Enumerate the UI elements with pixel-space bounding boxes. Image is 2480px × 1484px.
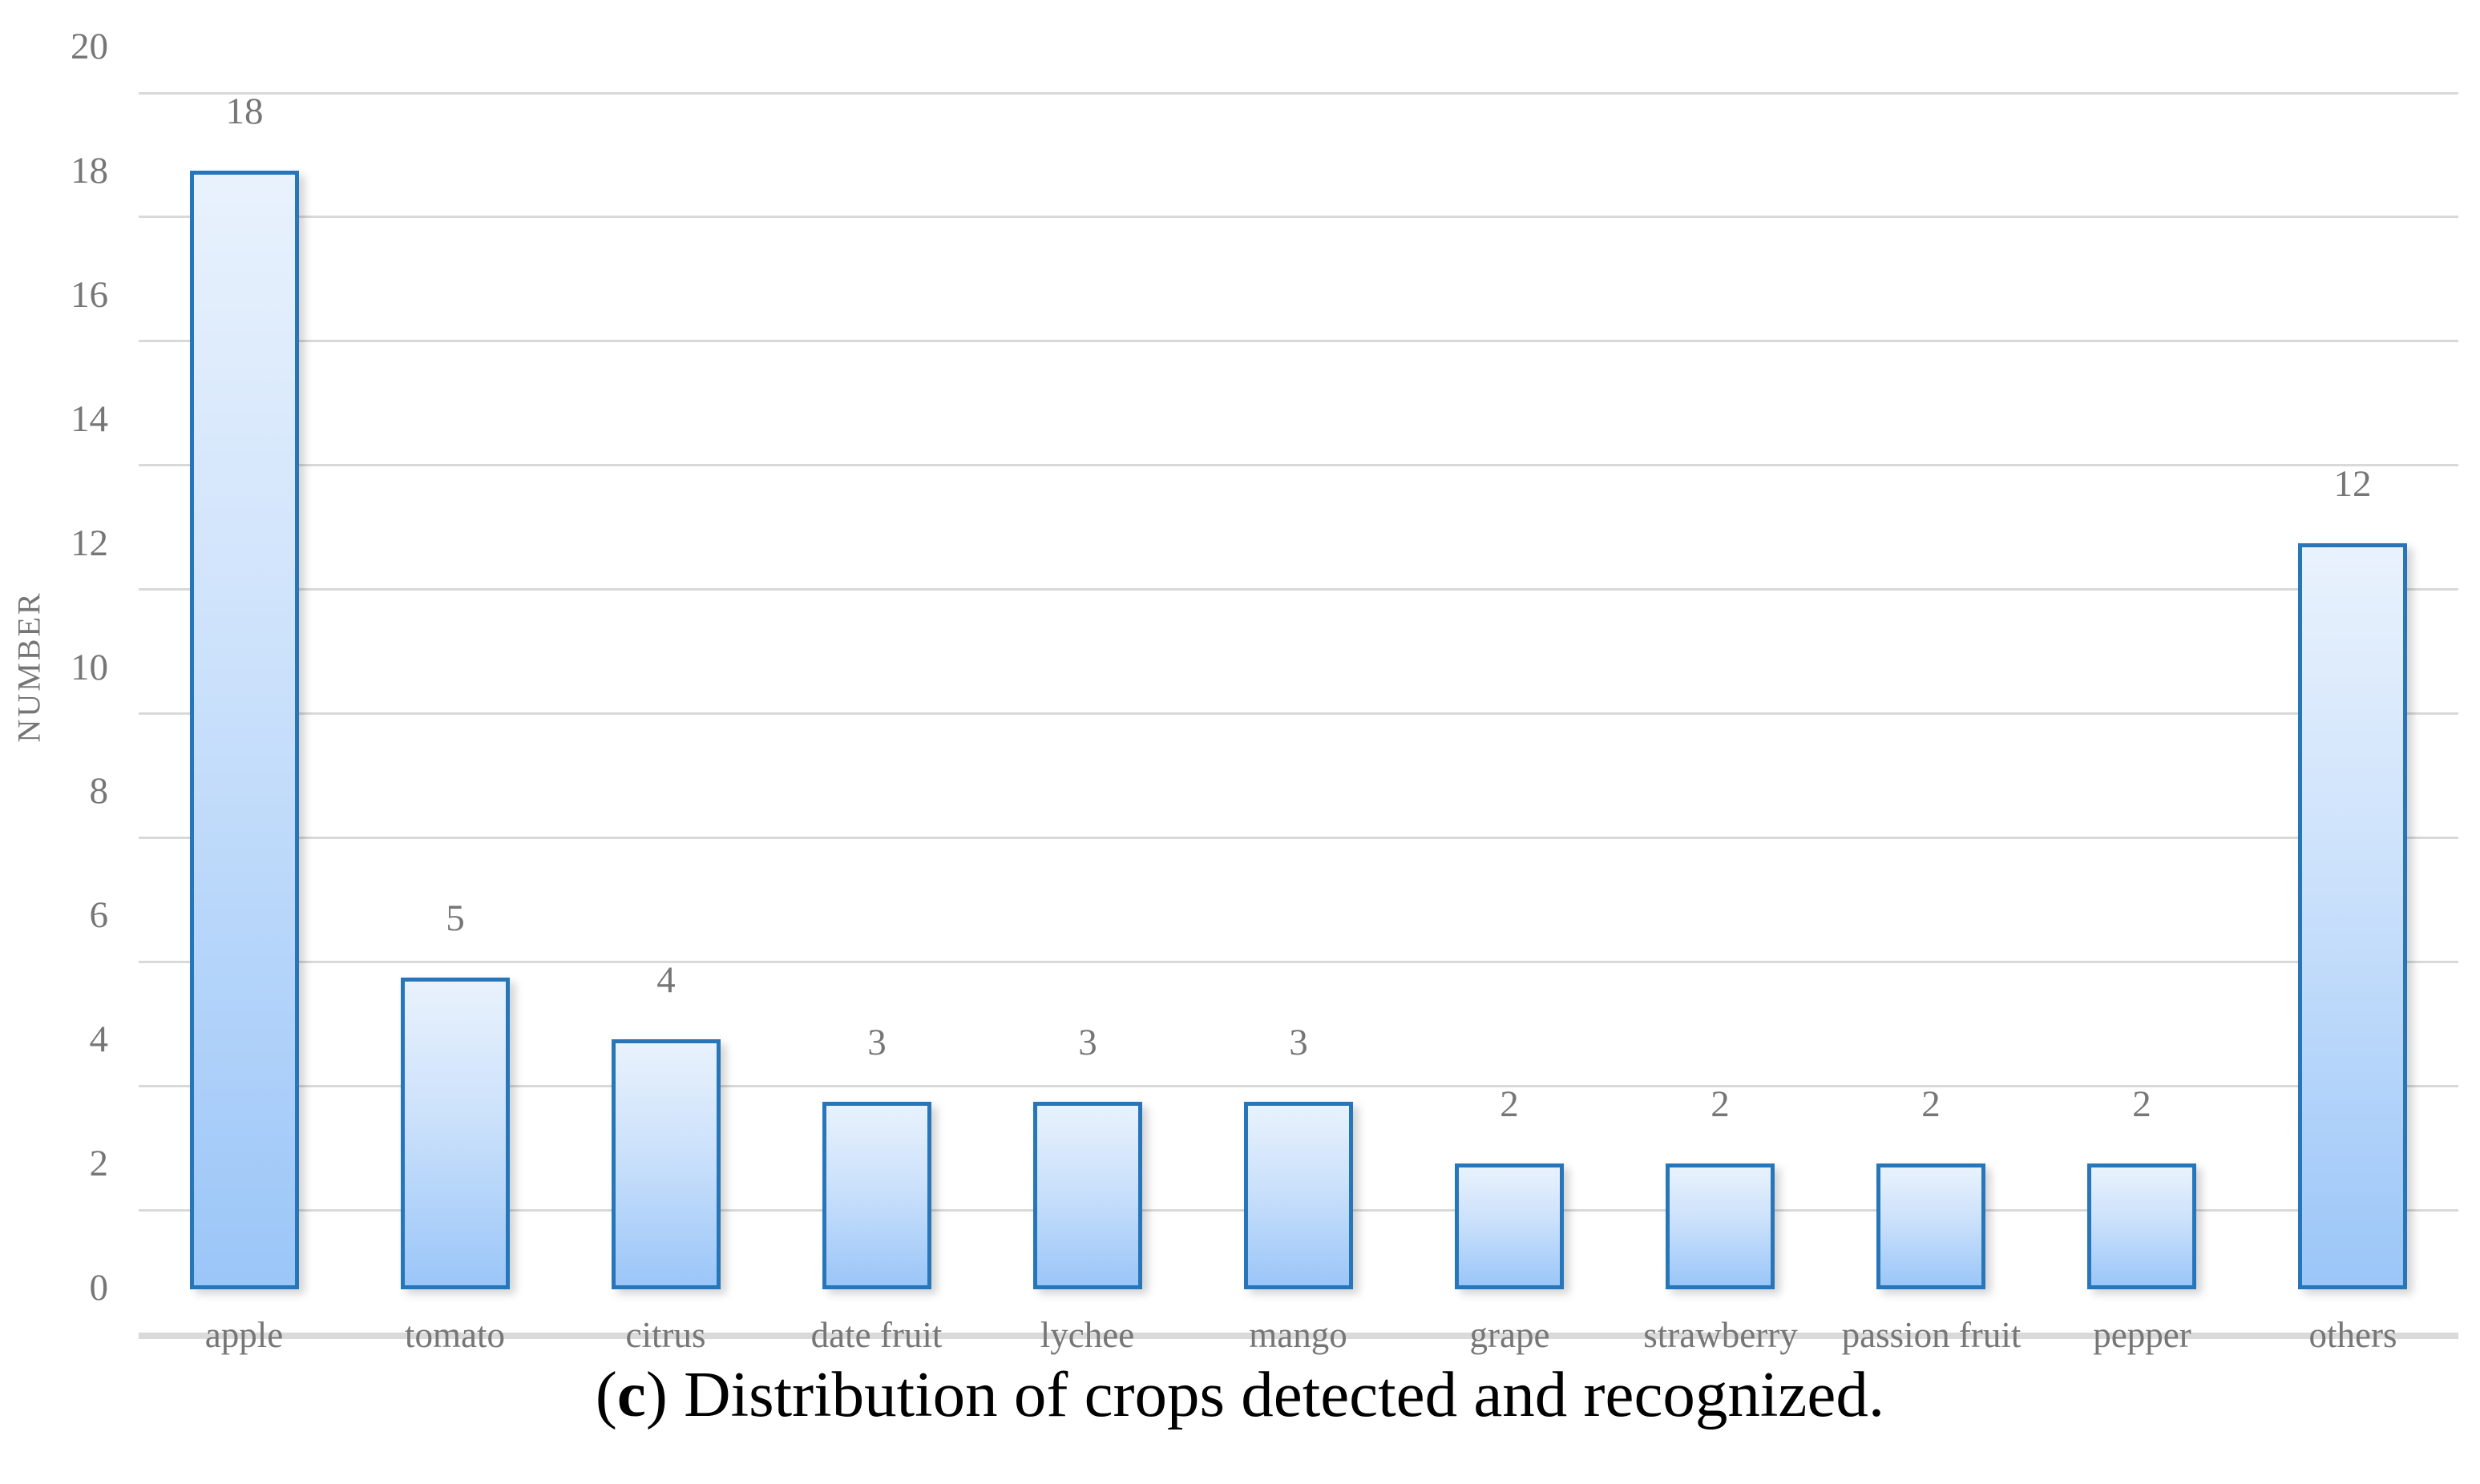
plot-area bbox=[139, 46, 2458, 1339]
bar-value-label: 3 bbox=[867, 1022, 887, 1063]
bar-mango bbox=[1244, 1102, 1353, 1289]
gridline bbox=[139, 961, 2458, 963]
y-tick-label: 6 bbox=[89, 894, 109, 936]
bar-value-label: 2 bbox=[1500, 1083, 1519, 1125]
x-tick-label-tomato: tomato bbox=[405, 1315, 505, 1355]
bar-passion-fruit bbox=[1876, 1163, 1985, 1289]
bar-value-label: 2 bbox=[1921, 1083, 1941, 1125]
bar-pepper bbox=[2087, 1163, 2196, 1289]
gridline bbox=[139, 712, 2458, 715]
x-tick-label-citrus: citrus bbox=[625, 1315, 706, 1355]
bar-strawberry bbox=[1666, 1163, 1775, 1289]
bar-value-label: 3 bbox=[1078, 1022, 1097, 1063]
bar-tomato bbox=[401, 978, 510, 1289]
gridline bbox=[139, 216, 2458, 218]
bar-value-label: 2 bbox=[1711, 1083, 1730, 1125]
bar-citrus bbox=[612, 1039, 721, 1289]
bar-value-label: 3 bbox=[1289, 1022, 1308, 1063]
gridline bbox=[139, 1085, 2458, 1087]
x-tick-label-grape: grape bbox=[1469, 1315, 1550, 1355]
bar-value-label: 2 bbox=[2132, 1083, 2151, 1125]
bar-others bbox=[2298, 543, 2407, 1289]
x-tick-label-others: others bbox=[2308, 1315, 2397, 1355]
y-tick-label: 12 bbox=[71, 522, 108, 564]
caption-text: ) Distribution of crops detected and rec… bbox=[645, 1358, 1885, 1430]
y-tick-label: 0 bbox=[89, 1267, 109, 1309]
y-tick-label: 20 bbox=[71, 26, 108, 67]
y-tick-label: 8 bbox=[89, 770, 109, 812]
y-axis-title: NUMBER bbox=[10, 591, 47, 743]
gridline bbox=[139, 92, 2458, 95]
caption-sublabel: c bbox=[616, 1358, 646, 1430]
bar-value-label: 12 bbox=[2333, 463, 2372, 505]
x-tick-label-lychee: lychee bbox=[1040, 1315, 1135, 1355]
x-tick-label-pepper: pepper bbox=[2093, 1315, 2191, 1355]
gridline bbox=[139, 464, 2458, 466]
bar-date-fruit bbox=[822, 1102, 931, 1289]
bar-value-label: 18 bbox=[225, 91, 264, 132]
x-axis-baseline bbox=[139, 1333, 2458, 1339]
x-tick-label-date-fruit: date fruit bbox=[810, 1315, 943, 1355]
bar-apple bbox=[190, 171, 299, 1289]
gridline bbox=[139, 340, 2458, 342]
caption-paren-open: ( bbox=[595, 1358, 617, 1430]
y-tick-label: 10 bbox=[71, 647, 108, 688]
bar-grape bbox=[1455, 1163, 1564, 1289]
x-tick-label-apple: apple bbox=[204, 1315, 284, 1355]
gridline bbox=[139, 588, 2458, 591]
y-tick-label: 14 bbox=[71, 398, 108, 440]
x-tick-label-strawberry: strawberry bbox=[1643, 1315, 1798, 1355]
x-tick-label-mango: mango bbox=[1249, 1315, 1347, 1355]
x-tick-label-passion-fruit: passion fruit bbox=[1841, 1315, 2022, 1355]
gridline bbox=[139, 837, 2458, 839]
y-tick-label: 2 bbox=[89, 1143, 109, 1184]
bar-value-label: 5 bbox=[446, 897, 465, 939]
y-tick-label: 4 bbox=[89, 1018, 109, 1060]
y-tick-label: 18 bbox=[71, 150, 108, 192]
y-tick-label: 16 bbox=[71, 274, 108, 316]
bar-value-label: 4 bbox=[656, 959, 676, 1001]
figure-caption: (c) Distribution of crops detected and r… bbox=[0, 1357, 2480, 1432]
bar-lychee bbox=[1033, 1102, 1142, 1289]
